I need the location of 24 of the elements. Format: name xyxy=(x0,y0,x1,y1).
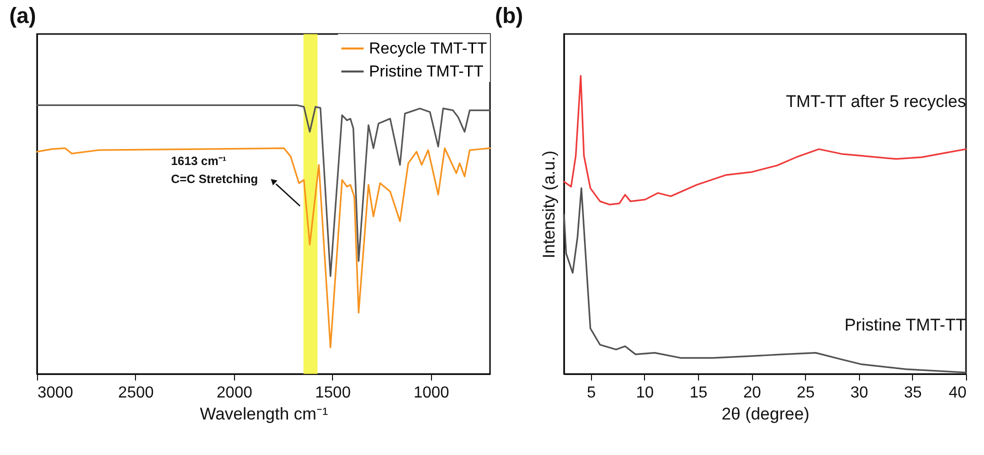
chart-title: (b) xyxy=(495,3,524,28)
chart-title: (a) xyxy=(9,3,36,28)
x-tick-label: 2000 xyxy=(216,384,252,402)
x-tick-label: 30 xyxy=(850,384,868,402)
text: TMT-TT after 5 recycles xyxy=(786,92,966,112)
x-axis-title: 2θ (degree) xyxy=(722,404,810,424)
x-tick-label: 1500 xyxy=(315,384,351,402)
annotation: 1613 cm⁻¹ xyxy=(171,154,226,168)
x-tick-label: 2500 xyxy=(118,384,154,402)
x-axis-title: Wavelength cm⁻¹ xyxy=(200,404,328,424)
legend-label: Pristine TMT-TT xyxy=(369,64,484,80)
x-tick-label: 10 xyxy=(636,384,654,402)
x-tick-label: 40 xyxy=(948,384,967,402)
x-tick-label: 15 xyxy=(690,384,708,402)
x-tick-label: 1000 xyxy=(414,384,450,402)
legend-label: Recycle TMT-TT xyxy=(369,40,488,58)
x-tick-label: 35 xyxy=(904,384,922,402)
x-tick-label: 5 xyxy=(586,384,596,402)
x-tick-label: 3000 xyxy=(38,384,74,402)
x-tick-label: 20 xyxy=(743,384,762,402)
annotation: C=C Stretching xyxy=(171,172,258,186)
series-label: Pristine TMT-TT xyxy=(844,316,966,335)
x-tick-label: 25 xyxy=(796,384,815,402)
y-axis-title: Intensity (a.u.) xyxy=(540,150,558,258)
